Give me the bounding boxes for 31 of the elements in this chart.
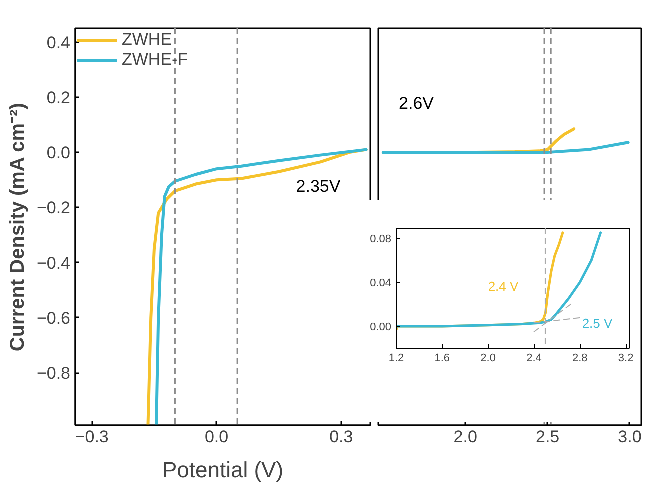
x-tick-label: 0.3: [330, 428, 354, 446]
x-axis-title: Potential (V): [162, 458, 284, 482]
annotation: 2.35V: [296, 177, 342, 196]
annotation: 2.6V: [399, 94, 435, 113]
y-tick-label: −0.6: [36, 308, 70, 328]
y-tick-label: −0.8: [36, 364, 70, 384]
y-tick-label: 0.2: [46, 88, 71, 108]
x-tick-label: 3.2: [618, 352, 634, 364]
x-tick-label: 2.0: [454, 428, 478, 446]
x-tick-label: 1.6: [434, 352, 450, 364]
y-tick-label: 0.00: [370, 321, 392, 334]
annotation: 2.4 V: [488, 279, 520, 294]
x-tick-label: 3.0: [618, 428, 642, 446]
x-tick-label: 0.0: [204, 428, 229, 446]
y-tick-label: 0.08: [370, 233, 392, 246]
y-axis-title: Current Density (mA cm⁻²): [6, 103, 29, 352]
y-tick-label: 0.0: [46, 144, 71, 163]
y-tick-label: 0.04: [370, 277, 392, 290]
legend-label: ZWHE-F: [122, 50, 188, 70]
x-tick-label: 1.2: [388, 352, 404, 364]
y-tick-label: −0.2: [36, 198, 70, 218]
legend-label: ZWHE: [122, 30, 172, 50]
x-tick-label: 2.5: [536, 428, 560, 446]
y-tick-label: 0.4: [46, 33, 71, 52]
x-tick-label: −0.3: [75, 428, 109, 446]
x-tick-label: 2.8: [572, 352, 588, 364]
line-series: [396, 232, 602, 328]
x-tick-label: 2.4: [526, 352, 542, 364]
x-tick-label: 2.0: [480, 352, 496, 364]
y-tick-label: −0.4: [36, 254, 70, 273]
annotation: 2.5 V: [582, 316, 614, 331]
